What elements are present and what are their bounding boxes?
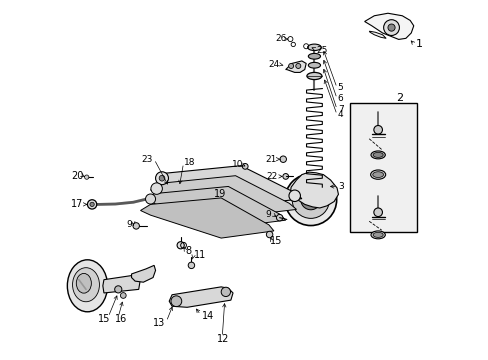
Text: 19: 19 (214, 189, 226, 199)
Circle shape (115, 286, 122, 293)
Circle shape (387, 24, 394, 31)
Ellipse shape (308, 62, 320, 68)
Circle shape (177, 242, 184, 249)
Text: 15: 15 (98, 314, 110, 324)
Circle shape (242, 163, 247, 169)
Ellipse shape (370, 170, 385, 179)
Circle shape (225, 184, 233, 191)
Polygon shape (140, 198, 273, 238)
Circle shape (288, 63, 293, 68)
Circle shape (155, 172, 168, 185)
Ellipse shape (372, 172, 383, 177)
Polygon shape (147, 186, 285, 227)
Text: 15: 15 (270, 236, 282, 246)
Circle shape (373, 208, 382, 217)
Text: 2: 2 (396, 93, 403, 103)
Polygon shape (285, 61, 305, 72)
Text: 11: 11 (193, 250, 205, 260)
Text: 25: 25 (316, 46, 327, 55)
Ellipse shape (306, 72, 321, 80)
Ellipse shape (307, 44, 321, 50)
Circle shape (292, 181, 329, 219)
Text: 14: 14 (201, 311, 213, 320)
Text: 12: 12 (216, 333, 228, 343)
Text: 3: 3 (338, 182, 344, 191)
Text: 23: 23 (142, 155, 153, 164)
Ellipse shape (308, 53, 320, 59)
Circle shape (168, 186, 175, 193)
Circle shape (285, 174, 336, 226)
Circle shape (151, 183, 162, 194)
Text: 9: 9 (126, 220, 132, 229)
Circle shape (276, 215, 282, 221)
Circle shape (300, 190, 320, 210)
Ellipse shape (370, 231, 385, 239)
Polygon shape (150, 176, 296, 217)
Text: 20: 20 (71, 171, 83, 181)
Text: 1: 1 (415, 40, 422, 49)
Circle shape (145, 194, 155, 204)
Text: 17: 17 (71, 199, 83, 210)
Circle shape (171, 296, 182, 307)
Bar (349, 103, 416, 232)
Text: 4: 4 (337, 110, 343, 119)
Text: 24: 24 (267, 60, 279, 69)
Polygon shape (368, 31, 386, 39)
Circle shape (373, 126, 382, 134)
Circle shape (173, 187, 179, 193)
Ellipse shape (370, 151, 385, 159)
Text: 5: 5 (337, 83, 343, 92)
Circle shape (159, 175, 164, 181)
Ellipse shape (67, 260, 107, 312)
Polygon shape (364, 13, 413, 40)
Text: 10: 10 (232, 161, 244, 170)
Ellipse shape (372, 152, 383, 157)
Polygon shape (290, 172, 338, 208)
Circle shape (295, 63, 300, 68)
Polygon shape (102, 275, 140, 293)
Circle shape (84, 175, 89, 179)
Text: 16: 16 (115, 314, 127, 324)
Ellipse shape (372, 232, 383, 237)
Circle shape (280, 156, 286, 162)
Circle shape (90, 202, 94, 207)
Text: 26: 26 (275, 34, 286, 43)
Circle shape (133, 223, 139, 229)
Text: 22: 22 (265, 172, 277, 181)
Text: 6: 6 (337, 94, 343, 103)
Circle shape (120, 293, 126, 298)
Circle shape (221, 287, 230, 297)
Text: 9: 9 (265, 210, 271, 219)
Text: 18: 18 (183, 158, 195, 167)
Polygon shape (131, 265, 155, 282)
Ellipse shape (72, 268, 99, 302)
Circle shape (87, 200, 97, 209)
Ellipse shape (76, 273, 91, 293)
Circle shape (383, 20, 399, 36)
Text: 8: 8 (185, 246, 191, 256)
Circle shape (282, 174, 288, 179)
Circle shape (266, 231, 272, 238)
Circle shape (188, 262, 194, 269)
Text: 7: 7 (337, 105, 343, 114)
Text: 21: 21 (265, 155, 276, 164)
Polygon shape (156, 166, 301, 206)
Polygon shape (169, 287, 233, 307)
Circle shape (288, 190, 300, 202)
Circle shape (218, 182, 227, 192)
Text: 13: 13 (153, 318, 165, 328)
